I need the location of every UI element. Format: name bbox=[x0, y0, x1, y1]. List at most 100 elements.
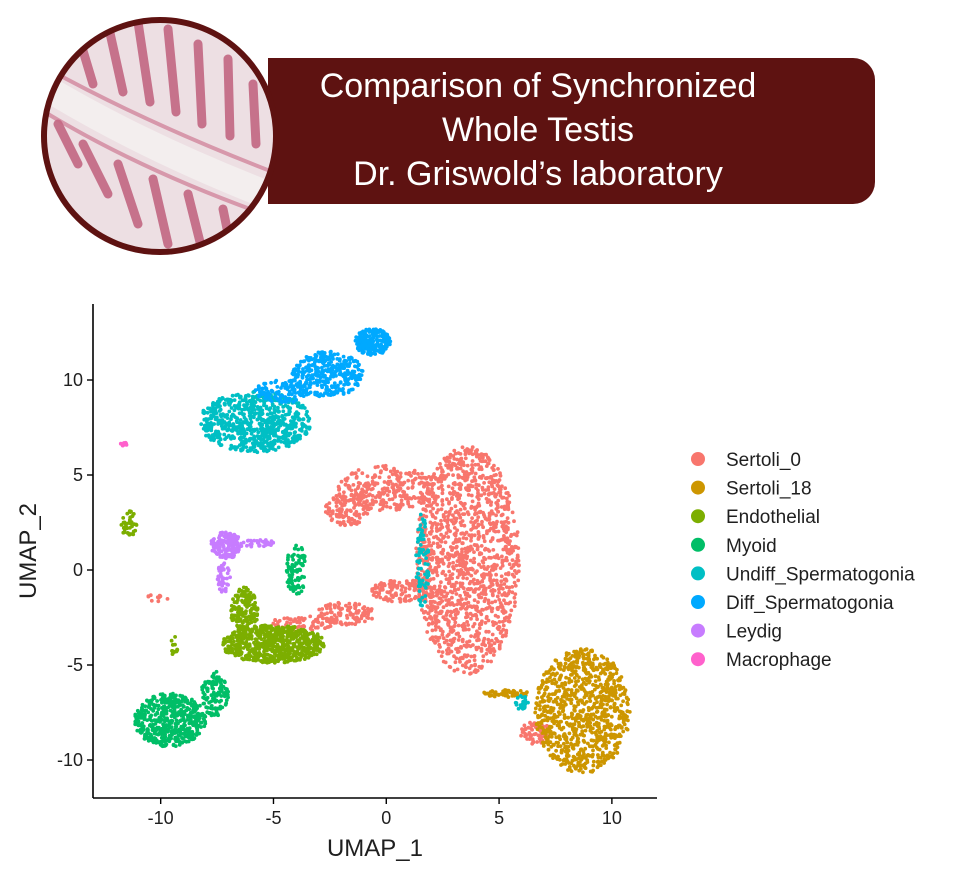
scatter-point bbox=[197, 731, 202, 736]
scatter-point bbox=[364, 500, 369, 504]
scatter-point bbox=[581, 733, 586, 738]
scatter-point bbox=[506, 572, 511, 577]
scatter-point bbox=[237, 400, 242, 405]
scatter-point bbox=[319, 623, 324, 627]
scatter-point bbox=[451, 513, 455, 518]
scatter-point bbox=[305, 633, 309, 637]
scatter-point bbox=[458, 485, 463, 490]
scatter-point bbox=[272, 636, 277, 641]
scatter-point bbox=[486, 565, 490, 569]
scatter-point bbox=[398, 599, 403, 604]
scatter-point bbox=[574, 765, 579, 769]
scatter-point bbox=[398, 494, 403, 498]
scatter-point bbox=[297, 585, 302, 590]
scatter-point bbox=[437, 527, 442, 532]
scatter-point bbox=[481, 572, 486, 576]
scatter-point bbox=[477, 475, 482, 480]
scatter-point bbox=[455, 466, 460, 470]
scatter-point bbox=[497, 587, 501, 592]
scatter-point bbox=[288, 621, 293, 626]
scatter-point bbox=[566, 744, 571, 749]
scatter-point bbox=[424, 476, 429, 481]
scatter-point bbox=[285, 616, 290, 620]
scatter-point bbox=[388, 590, 392, 594]
scatter-point bbox=[583, 766, 588, 771]
scatter-point bbox=[571, 746, 576, 751]
scatter-point bbox=[463, 452, 468, 457]
scatter-point bbox=[320, 607, 325, 611]
scatter-point bbox=[162, 733, 167, 737]
scatter-point bbox=[499, 505, 504, 509]
scatter-point bbox=[602, 742, 606, 747]
scatter-point bbox=[436, 494, 440, 499]
scatter-point bbox=[211, 403, 215, 408]
scatter-point bbox=[348, 605, 353, 610]
scatter-point bbox=[384, 504, 389, 509]
scatter-point bbox=[534, 701, 539, 706]
scatter-point bbox=[328, 602, 332, 607]
scatter-point bbox=[490, 620, 495, 624]
scatter-point bbox=[156, 740, 160, 745]
scatter-point bbox=[335, 500, 340, 504]
scatter-point bbox=[487, 555, 491, 560]
scatter-point bbox=[175, 704, 180, 709]
scatter-point bbox=[424, 504, 429, 508]
scatter-point bbox=[433, 641, 437, 645]
scatter-point bbox=[555, 671, 559, 676]
scatter-point bbox=[605, 720, 610, 725]
scatter-point bbox=[501, 633, 506, 638]
scatter-point bbox=[504, 688, 508, 693]
scatter-point bbox=[621, 699, 625, 704]
scatter-point bbox=[598, 662, 602, 667]
scatter-point bbox=[289, 658, 293, 662]
scatter-point bbox=[292, 625, 297, 630]
scatter-point bbox=[482, 690, 487, 695]
scatter-point bbox=[464, 607, 469, 611]
scatter-point bbox=[486, 601, 491, 606]
scatter-point bbox=[603, 739, 608, 744]
scatter-point bbox=[492, 487, 497, 491]
scatter-point bbox=[357, 493, 362, 497]
scatter-point bbox=[315, 625, 320, 629]
scatter-point bbox=[420, 471, 424, 476]
scatter-point bbox=[441, 605, 446, 610]
scatter-point bbox=[483, 596, 488, 601]
scatter-point bbox=[145, 727, 150, 731]
scatter-point bbox=[296, 547, 301, 552]
scatter-point bbox=[348, 508, 353, 513]
scatter-point bbox=[559, 673, 563, 678]
scatter-point bbox=[512, 604, 517, 608]
scatter-point bbox=[441, 594, 446, 599]
scatter-point bbox=[542, 729, 547, 734]
scatter-point bbox=[163, 726, 168, 731]
scatter-point bbox=[255, 641, 260, 645]
scatter-point bbox=[488, 539, 493, 544]
scatter-point bbox=[156, 727, 161, 731]
scatter-point bbox=[494, 473, 498, 477]
scatter-point bbox=[525, 737, 529, 741]
scatter-point bbox=[458, 584, 463, 588]
scatter-point bbox=[247, 657, 252, 662]
scatter-point bbox=[570, 672, 574, 677]
scatter-point bbox=[177, 739, 182, 744]
scatter-point bbox=[427, 594, 431, 598]
scatter-point bbox=[262, 633, 267, 638]
scatter-point bbox=[484, 614, 489, 619]
scatter-point bbox=[365, 474, 370, 479]
scatter-point bbox=[489, 476, 494, 480]
scatter-point bbox=[507, 562, 512, 567]
scatter-point bbox=[501, 586, 505, 591]
scatter-point bbox=[449, 643, 453, 647]
scatter-point bbox=[536, 685, 541, 690]
scatter-point bbox=[603, 682, 608, 687]
scatter-point bbox=[469, 493, 474, 498]
scatter-point bbox=[601, 698, 606, 702]
scatter-point bbox=[481, 564, 486, 569]
scatter-point bbox=[595, 765, 600, 770]
scatter-point bbox=[209, 704, 214, 708]
scatter-point bbox=[163, 743, 167, 747]
scatter-point bbox=[477, 638, 481, 642]
scatter-point bbox=[566, 715, 570, 720]
scatter-point bbox=[321, 616, 325, 621]
scatter-point bbox=[451, 560, 455, 565]
